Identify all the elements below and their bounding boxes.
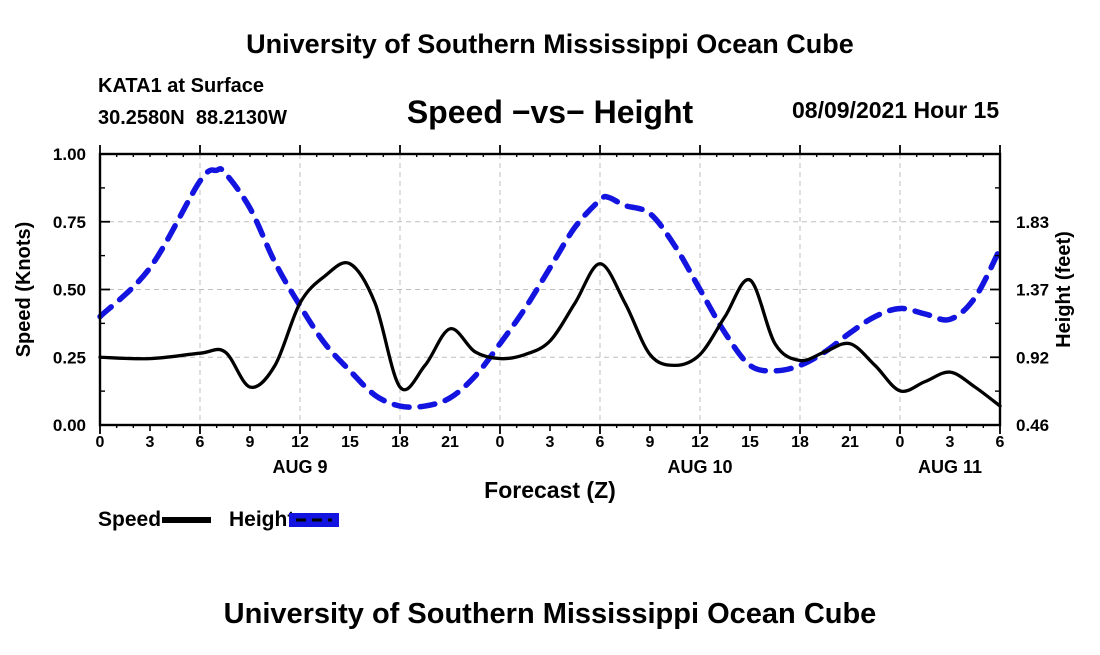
- svg-text:0: 0: [96, 434, 105, 451]
- svg-text:6: 6: [596, 434, 605, 451]
- svg-text:1.83: 1.83: [1016, 213, 1049, 232]
- svg-text:1.00: 1.00: [53, 145, 86, 164]
- svg-text:AUG 10: AUG 10: [667, 457, 732, 477]
- svg-text:Forecast (Z): Forecast (Z): [484, 477, 616, 503]
- svg-text:15: 15: [741, 434, 759, 451]
- svg-text:3: 3: [146, 434, 155, 451]
- svg-text:Height (feet): Height (feet): [1053, 231, 1075, 348]
- svg-text:0.50: 0.50: [53, 281, 86, 300]
- svg-text:Speed (Knots): Speed (Knots): [13, 222, 35, 358]
- svg-text:18: 18: [791, 434, 809, 451]
- svg-text:0.25: 0.25: [53, 348, 86, 367]
- svg-text:12: 12: [291, 434, 309, 451]
- svg-text:12: 12: [691, 434, 709, 451]
- svg-text:9: 9: [646, 434, 655, 451]
- svg-text:0: 0: [896, 434, 905, 451]
- svg-text:3: 3: [946, 434, 955, 451]
- svg-text:Height: Height: [229, 508, 294, 531]
- svg-text:6: 6: [196, 434, 205, 451]
- svg-text:0.46: 0.46: [1016, 416, 1049, 435]
- svg-text:AUG 9: AUG 9: [272, 457, 327, 477]
- svg-text:0.00: 0.00: [53, 416, 86, 435]
- svg-text:21: 21: [841, 434, 859, 451]
- svg-text:0: 0: [496, 434, 505, 451]
- svg-text:0.75: 0.75: [53, 213, 86, 232]
- svg-text:21: 21: [441, 434, 459, 451]
- svg-text:6: 6: [996, 434, 1005, 451]
- svg-text:AUG 11: AUG 11: [918, 457, 982, 477]
- svg-text:Speed: Speed: [98, 508, 161, 531]
- svg-text:15: 15: [341, 434, 359, 451]
- svg-text:18: 18: [391, 434, 409, 451]
- svg-text:9: 9: [246, 434, 255, 451]
- svg-text:3: 3: [546, 434, 555, 451]
- svg-text:0.92: 0.92: [1016, 348, 1049, 367]
- svg-text:1.37: 1.37: [1016, 281, 1049, 300]
